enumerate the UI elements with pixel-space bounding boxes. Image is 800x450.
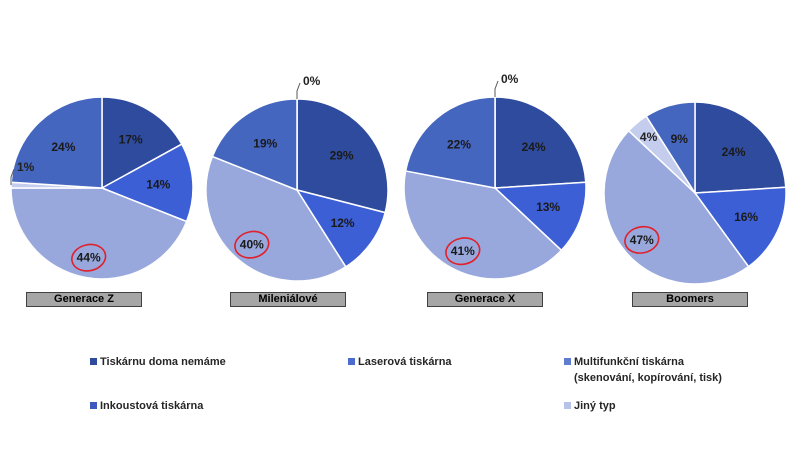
pie-boomers: 24% 16% 47% 4% 9% bbox=[603, 101, 787, 285]
legend-label: Multifunkční tiskárna bbox=[574, 356, 685, 368]
pie-generace-x: 24% 13% 41% 0% 22% bbox=[403, 72, 587, 280]
legend-swatch bbox=[90, 402, 97, 409]
pie-generace-z: 17% 14% 44% 1% 24% bbox=[10, 96, 194, 280]
data-label: 19% bbox=[253, 136, 277, 150]
pie-slice-laserova-tiskarna bbox=[404, 96, 496, 189]
data-label: 24% bbox=[51, 140, 75, 154]
data-label: 24% bbox=[522, 140, 546, 154]
data-label: 0% bbox=[501, 72, 519, 86]
pie-slice-laserova-tiskarna bbox=[645, 101, 696, 196]
data-label: 1% bbox=[17, 160, 35, 174]
pie-slice-tiskarnu-doma-nemame bbox=[101, 96, 183, 190]
data-label: 47% bbox=[630, 233, 654, 247]
leader-line bbox=[494, 80, 499, 97]
data-label: 16% bbox=[734, 210, 758, 224]
leader-line bbox=[296, 82, 301, 99]
pie-slice-multifunkcni-tiskarna bbox=[10, 187, 188, 280]
pie-slice-inkoustova-tiskarna bbox=[295, 188, 387, 268]
legend-label-line2: (skenování, kopírování, tisk) bbox=[574, 372, 722, 384]
pie-slice-inkoustova-tiskarna bbox=[693, 186, 787, 268]
data-label: 24% bbox=[722, 145, 746, 159]
legend-label: Inkoustová tiskárna bbox=[100, 400, 204, 412]
data-label: 12% bbox=[331, 216, 355, 230]
pie-slice-tiskarnu-doma-nemame bbox=[694, 101, 787, 194]
legend-swatch bbox=[564, 402, 571, 409]
legend-swatch bbox=[90, 358, 97, 365]
pie-slice-laserova-tiskarna bbox=[10, 96, 103, 189]
legend-swatch bbox=[348, 358, 355, 365]
data-label: 22% bbox=[447, 138, 471, 152]
highlight-circle bbox=[234, 230, 270, 259]
data-label: 4% bbox=[640, 130, 658, 144]
pie-slice-laserova-tiskarna bbox=[211, 98, 298, 192]
pie-slice-tiskarnu-doma-nemame bbox=[296, 98, 389, 214]
pie-slice-inkoustova-tiskarna bbox=[493, 181, 587, 252]
data-label: 0% bbox=[303, 74, 321, 88]
data-label: 29% bbox=[330, 148, 354, 162]
pie-slice-inkoustova-tiskarna bbox=[100, 143, 194, 223]
legend-label: Jiný typ bbox=[574, 400, 616, 412]
data-label: 14% bbox=[146, 178, 170, 192]
pie-title-milenialove: Mileniálové bbox=[230, 292, 346, 307]
pie-milenialove: 29% 12% 40% 0% 19% bbox=[205, 74, 389, 282]
pie-slice-multifunkcni-tiskarna bbox=[205, 155, 347, 282]
pie-charts: 17%14%44%1%24%29%12%40%0%19% 24%13%41%0%2… bbox=[10, 72, 787, 285]
pie-slice-tiskarnu-doma-nemame bbox=[494, 96, 587, 189]
pie-slice-multifunkcni-tiskarna bbox=[603, 129, 750, 285]
leader-line bbox=[10, 168, 15, 186]
data-label: 17% bbox=[119, 132, 143, 146]
pie-title-generace-x: Generace X bbox=[427, 292, 543, 307]
pie-title-boomers: Boomers bbox=[632, 292, 748, 307]
data-label: 41% bbox=[451, 244, 475, 258]
data-label: 40% bbox=[240, 238, 264, 252]
data-label: 44% bbox=[77, 251, 101, 265]
legend-swatch bbox=[564, 358, 571, 365]
highlight-circle bbox=[445, 237, 481, 266]
highlight-circle bbox=[71, 243, 107, 272]
data-label: 13% bbox=[536, 200, 560, 214]
pie-title-generace-z: Generace Z bbox=[26, 292, 142, 307]
highlight-circle bbox=[624, 225, 660, 254]
legend-label: Tiskárnu doma nemáme bbox=[100, 356, 226, 368]
data-label: 9% bbox=[671, 132, 689, 146]
legend-label: Laserová tiskárna bbox=[358, 356, 452, 368]
pie-slice-multifunkcni-tiskarna bbox=[403, 170, 563, 280]
